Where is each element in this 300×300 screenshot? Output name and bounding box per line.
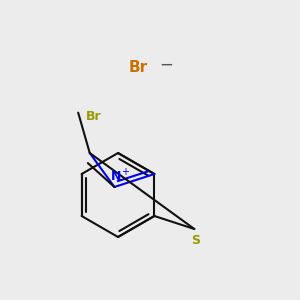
Text: +: +: [122, 167, 129, 177]
Text: −: −: [159, 56, 173, 74]
Text: N: N: [111, 170, 122, 184]
Text: Br: Br: [128, 61, 148, 76]
Text: S: S: [191, 235, 200, 248]
Text: Br: Br: [86, 110, 102, 123]
